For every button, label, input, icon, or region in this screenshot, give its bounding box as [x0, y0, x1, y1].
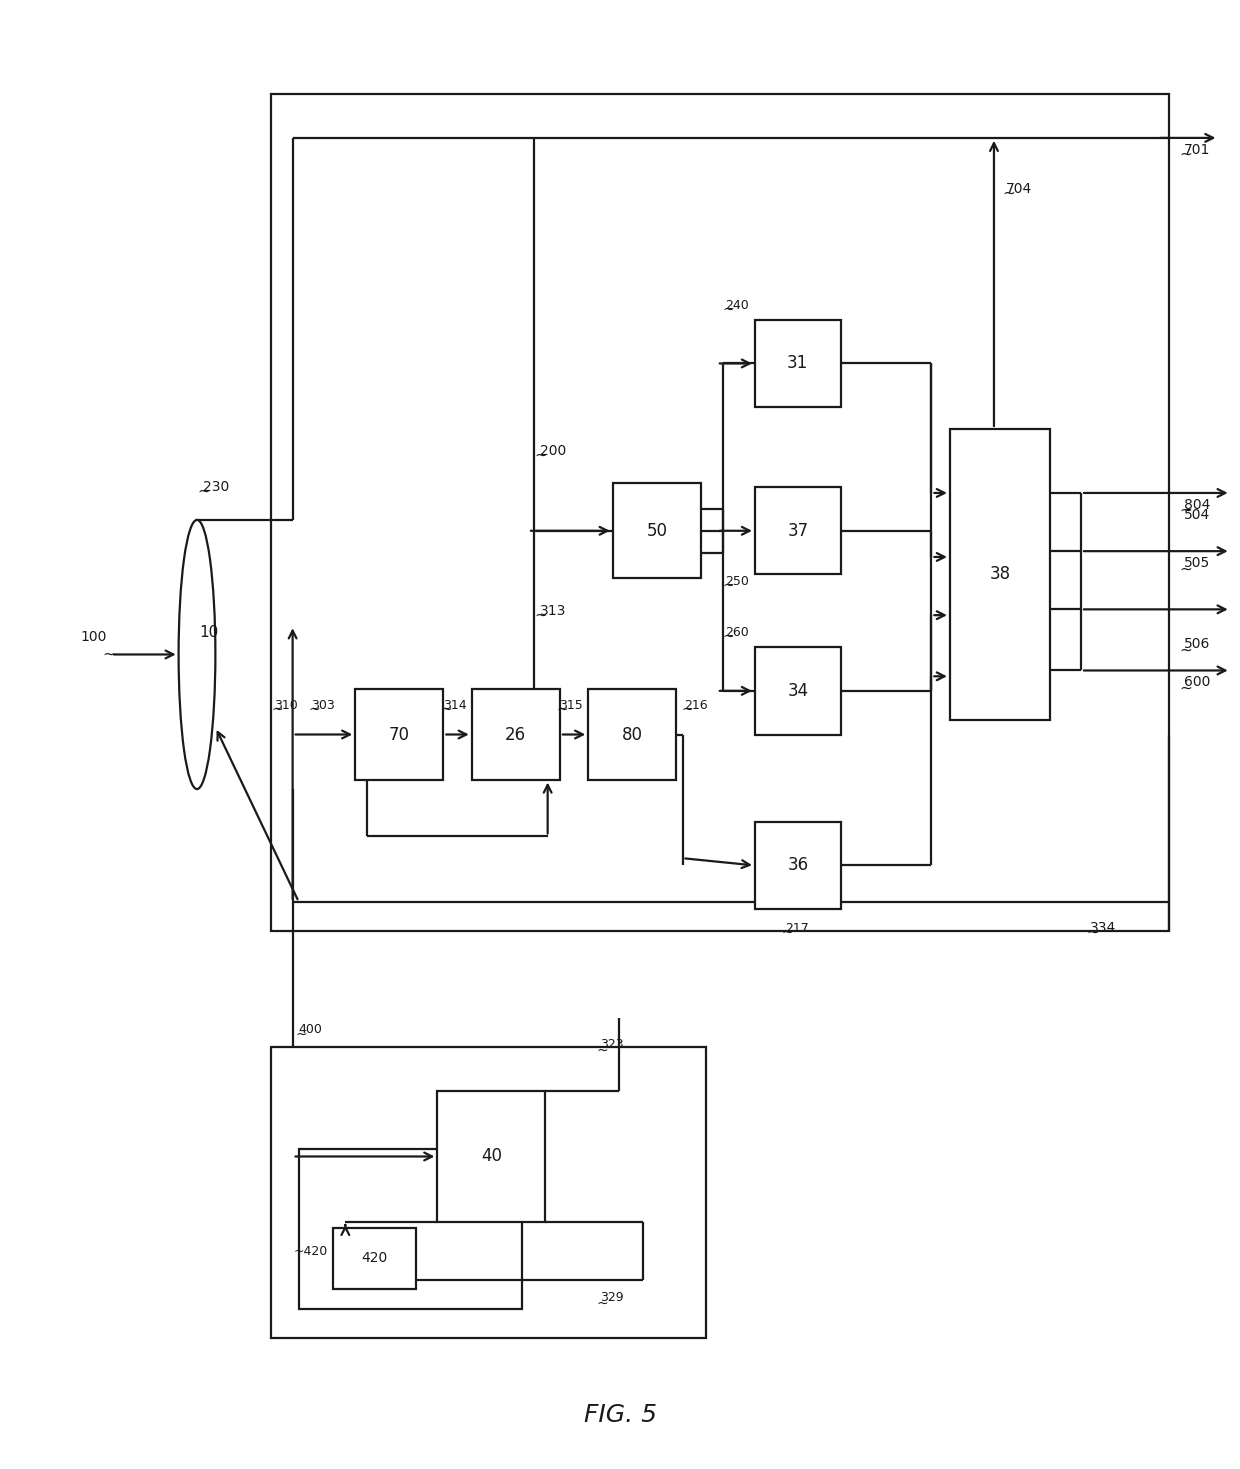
Bar [334, 1228, 417, 1288]
Text: 250: 250 [725, 576, 749, 588]
Text: 34: 34 [787, 682, 808, 699]
Text: 10: 10 [200, 626, 218, 640]
Text: 37: 37 [787, 521, 808, 539]
Bar [755, 320, 841, 407]
Ellipse shape [179, 520, 216, 789]
Text: ~: ~ [1179, 147, 1192, 162]
Text: ~: ~ [782, 925, 794, 939]
Text: 80: 80 [621, 726, 642, 743]
Text: 505: 505 [1184, 555, 1210, 570]
Bar [613, 483, 701, 579]
Text: ~: ~ [1179, 561, 1192, 576]
Text: ~: ~ [723, 579, 734, 593]
Text: 216: 216 [683, 699, 707, 712]
Text: 38: 38 [990, 566, 1011, 583]
Text: 600: 600 [1184, 676, 1210, 689]
Text: ~: ~ [272, 702, 284, 717]
Text: 260: 260 [725, 626, 749, 639]
Text: ~: ~ [596, 1043, 609, 1058]
Text: 31: 31 [787, 354, 808, 373]
Text: FIG. 5: FIG. 5 [584, 1403, 656, 1428]
Text: 506: 506 [1184, 638, 1210, 651]
Text: 70: 70 [389, 726, 409, 743]
Text: ~: ~ [441, 702, 453, 717]
Text: 329: 329 [600, 1291, 624, 1304]
Text: ~: ~ [197, 483, 210, 499]
Text: ~: ~ [1179, 642, 1192, 658]
Text: ~: ~ [534, 448, 547, 463]
Text: ~: ~ [596, 1297, 609, 1310]
Text: ~: ~ [1086, 925, 1099, 940]
Text: ~: ~ [1179, 502, 1192, 519]
Bar [270, 1047, 706, 1338]
Text: 40: 40 [481, 1147, 502, 1165]
Text: 400: 400 [299, 1024, 322, 1037]
Bar [438, 1091, 546, 1222]
Text: 200: 200 [541, 444, 567, 458]
Text: ~: ~ [309, 702, 320, 717]
Text: 504: 504 [1184, 508, 1210, 521]
Text: 217: 217 [785, 921, 810, 934]
Text: ~: ~ [723, 303, 734, 317]
Bar [270, 94, 1169, 931]
Text: 334: 334 [1090, 921, 1116, 936]
Text: 303: 303 [311, 699, 335, 712]
Bar [950, 429, 1050, 720]
Text: 230: 230 [203, 480, 229, 494]
Text: 323: 323 [600, 1039, 624, 1050]
Text: 313: 313 [541, 604, 567, 618]
Text: 420: 420 [362, 1252, 388, 1265]
Text: ~: ~ [681, 702, 693, 717]
Text: ~: ~ [534, 608, 547, 623]
Text: 50: 50 [646, 521, 667, 539]
Text: 36: 36 [787, 856, 808, 874]
Text: 704: 704 [1006, 182, 1033, 195]
Text: ~: ~ [557, 702, 568, 717]
Text: ~: ~ [723, 630, 734, 643]
Bar [355, 689, 444, 780]
Text: 26: 26 [505, 726, 526, 743]
Bar [755, 488, 841, 574]
Bar [471, 689, 560, 780]
Text: 804: 804 [1184, 498, 1210, 511]
Text: ~: ~ [103, 646, 115, 663]
Text: ~420: ~420 [294, 1244, 329, 1257]
Text: ~: ~ [1179, 680, 1192, 695]
Text: 315: 315 [559, 699, 583, 712]
Text: ~: ~ [1003, 185, 1016, 201]
Text: 314: 314 [444, 699, 467, 712]
Text: ~: ~ [295, 1027, 306, 1042]
Bar [755, 648, 841, 734]
Text: 100: 100 [81, 630, 107, 643]
Bar [299, 1149, 522, 1309]
Bar [588, 689, 676, 780]
Text: 310: 310 [274, 699, 298, 712]
Bar [755, 821, 841, 909]
Text: 701: 701 [1184, 142, 1210, 157]
Text: 240: 240 [725, 298, 749, 311]
